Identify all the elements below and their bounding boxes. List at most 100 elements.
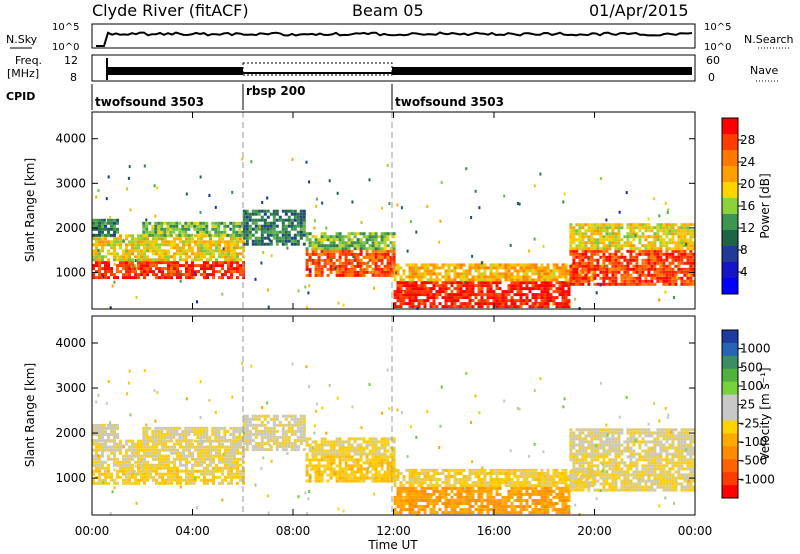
power-echo-cell xyxy=(534,299,538,303)
velocity-echo-cell xyxy=(233,460,236,464)
power-echo-cell xyxy=(519,296,523,300)
power-echo-cell xyxy=(629,261,633,265)
power-echo-cell xyxy=(392,247,396,251)
power-echo-cell xyxy=(569,276,573,280)
power-echo-cell xyxy=(290,212,294,216)
power-echo-cell xyxy=(635,276,639,280)
nave-tick-60: 60 xyxy=(706,54,720,67)
velocity-echo-cell xyxy=(113,442,116,446)
power-echo-cell xyxy=(206,246,209,250)
power-echo-cell xyxy=(386,235,390,239)
velocity-echo-cell xyxy=(335,440,339,444)
velocity-echo-cell xyxy=(220,439,224,443)
velocity-echo-cell xyxy=(203,460,206,464)
power-echo-cell xyxy=(495,296,499,300)
power-echo-cell xyxy=(335,247,339,251)
power-echo-cell xyxy=(205,230,209,234)
power-echo-cell xyxy=(683,241,687,245)
velocity-echo-cell xyxy=(513,481,517,485)
velocity-echo-cell xyxy=(393,502,397,505)
velocity-echo-cell xyxy=(202,433,206,436)
power-echo-cell xyxy=(221,276,224,280)
power-scatter-point xyxy=(400,206,403,210)
power-echo-cell xyxy=(164,261,167,265)
velocity-echo-cell xyxy=(426,499,430,502)
velocity-echo-cell xyxy=(498,492,502,496)
power-echo-cell xyxy=(242,249,245,253)
velocity-echo-cell xyxy=(308,449,312,453)
power-echo-cell xyxy=(350,264,354,268)
power-echo-cell xyxy=(359,264,363,268)
power-scatter-point xyxy=(127,176,130,180)
power-echo-cell xyxy=(561,287,565,291)
power-echo-cell xyxy=(611,255,615,259)
power-echo-cell xyxy=(224,240,227,244)
velocity-echo-cell xyxy=(380,461,384,465)
velocity-echo-cell xyxy=(417,472,421,475)
velocity-echo-cell xyxy=(534,508,538,512)
power-echo-cell xyxy=(254,209,258,213)
velocity-echo-cell xyxy=(332,470,336,474)
velocity-echo-cell xyxy=(399,489,403,493)
power-echo-cell xyxy=(209,243,212,247)
power-echo-cell xyxy=(561,305,565,309)
power-echo-cell xyxy=(450,290,454,294)
power-scatter-point xyxy=(185,192,188,196)
power-echo-cell xyxy=(632,276,636,280)
velocity-echo-cell xyxy=(175,439,179,443)
power-echo-cell xyxy=(567,290,571,294)
power-echo-cell xyxy=(148,233,152,237)
power-echo-cell xyxy=(211,227,215,231)
velocity-echo-cell xyxy=(546,486,550,490)
velocity-echo-cell xyxy=(284,445,288,448)
velocity-echo-cell xyxy=(200,478,203,482)
velocity-echo-cell xyxy=(281,429,285,433)
power-echo-cell xyxy=(567,293,571,297)
velocity-echo-cell xyxy=(392,470,396,474)
velocity-echo-cell xyxy=(248,432,252,436)
power-echo-cell xyxy=(104,261,107,265)
velocity-echo-cell xyxy=(335,479,339,483)
power-echo-cell xyxy=(145,233,149,237)
velocity-echo-cell xyxy=(212,445,215,449)
power-echo-cell xyxy=(347,238,351,242)
power-echo-cell xyxy=(161,270,164,274)
power-echo-cell xyxy=(635,247,639,251)
power-echo-cell xyxy=(638,226,642,230)
velocity-echo-cell xyxy=(227,445,230,449)
velocity-echo-cell xyxy=(477,468,481,472)
velocity-echo-cell xyxy=(125,442,128,446)
power-echo-cell xyxy=(426,266,430,270)
velocity-echo-cell xyxy=(420,489,424,493)
velocity-echo-cell xyxy=(356,461,360,465)
power-echo-cell xyxy=(341,249,345,253)
power-echo-cell xyxy=(408,284,412,288)
velocity-echo-cell xyxy=(396,505,400,508)
power-echo-cell xyxy=(620,244,624,248)
velocity-echo-cell xyxy=(284,414,288,418)
power-echo-cell xyxy=(116,276,119,280)
velocity-echo-cell xyxy=(230,472,233,476)
velocity-echo-cell xyxy=(104,466,107,470)
power-echo-cell xyxy=(296,239,300,243)
power-echo-cell xyxy=(453,275,457,279)
velocity-echo-cell xyxy=(266,442,270,445)
power-echo-cell xyxy=(254,230,258,234)
power-echo-cell xyxy=(456,293,460,297)
power-echo-cell xyxy=(185,261,188,265)
power-scatter-point xyxy=(381,206,383,210)
velocity-echo-cell xyxy=(516,481,520,485)
power-echo-cell xyxy=(489,275,493,279)
power-echo-cell xyxy=(254,227,258,231)
power-echo-cell xyxy=(128,243,131,247)
velocity-echo-cell xyxy=(383,449,387,453)
power-echo-cell xyxy=(447,296,451,300)
velocity-echo-cell xyxy=(423,489,427,493)
power-echo-cell xyxy=(116,221,119,225)
power-echo-cell xyxy=(173,261,176,265)
power-echo-cell xyxy=(468,263,472,267)
power-echo-cell xyxy=(215,240,218,244)
velocity-echo-cell xyxy=(137,454,140,458)
power-echo-cell xyxy=(575,276,579,280)
power-echo-cell xyxy=(590,258,594,262)
